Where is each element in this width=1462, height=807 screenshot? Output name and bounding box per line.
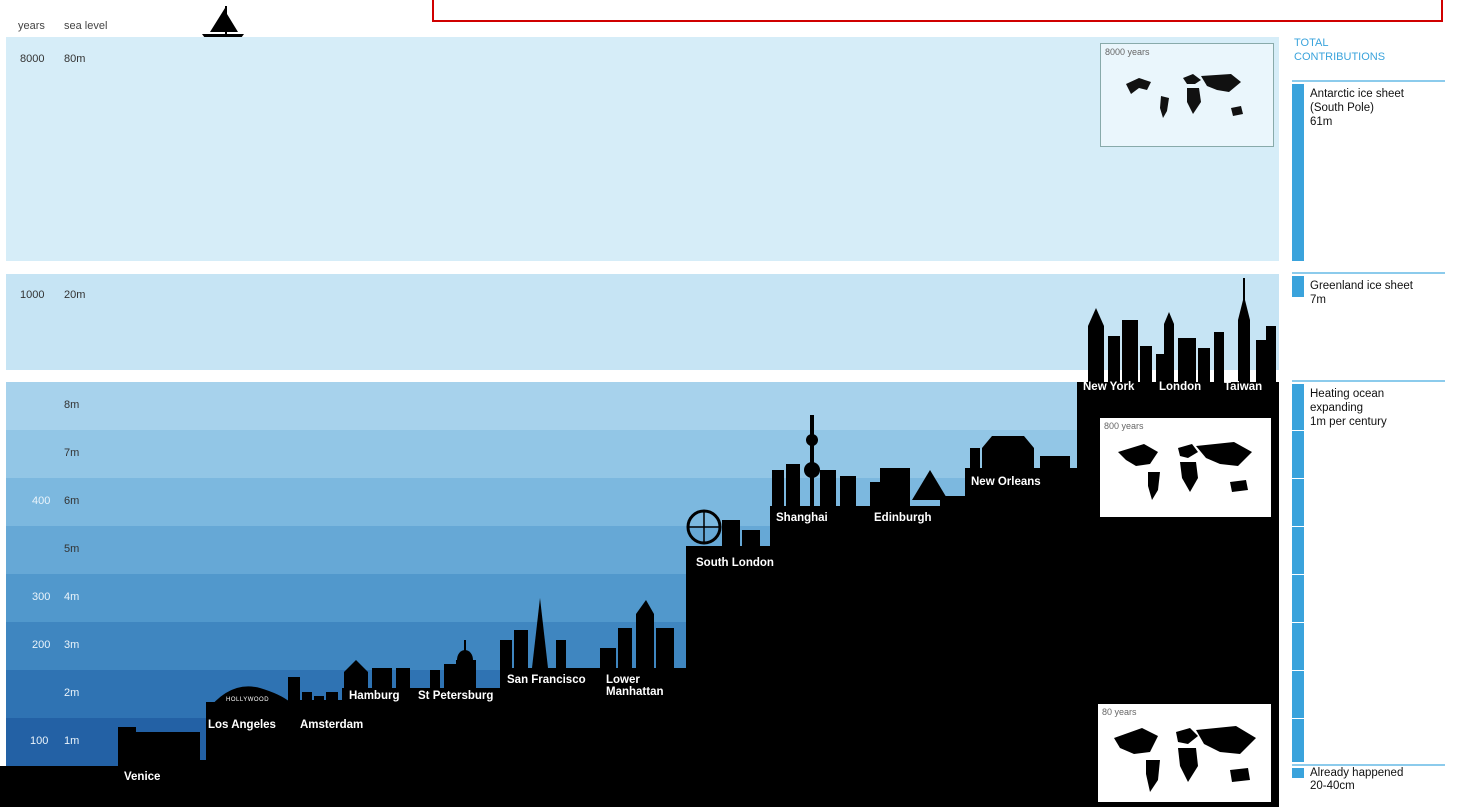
tick [1292, 622, 1306, 623]
divider [1292, 272, 1445, 274]
city-label-edinburgh: Edinburgh [874, 512, 932, 524]
sea-level-label: 8m [64, 399, 80, 411]
tick [1292, 718, 1306, 719]
title-banner [432, 0, 1443, 22]
city-label-london: London [1159, 381, 1202, 393]
city-label-amsterdam: Amsterdam [300, 719, 364, 731]
sea-level-label: 1m [64, 735, 80, 747]
sea-level-label: 80m [64, 53, 86, 65]
ocean-line2: expanding [1310, 402, 1364, 414]
sea-level-label: 5m [64, 543, 80, 555]
world-map-8000-years: 8000 years [1100, 43, 1274, 147]
antarctic-line3: 61m [1310, 116, 1333, 128]
years-label: 400 [32, 495, 51, 507]
antarctic-line2: (South Pole) [1310, 102, 1374, 114]
band-1000-years [6, 274, 1279, 370]
ocean-line3: 1m per century [1310, 416, 1387, 428]
tick [1292, 430, 1306, 431]
tick [1292, 526, 1306, 527]
ocean-line1: Heating ocean [1310, 388, 1385, 400]
city-label-taiwan: Taiwan [1224, 381, 1263, 393]
world-map-icon [1114, 726, 1256, 792]
band-8m [6, 382, 1279, 430]
greenland-contribution-bar [1292, 276, 1304, 297]
divider [1292, 764, 1445, 766]
years-label: 1000 [20, 289, 45, 301]
sea-level-label: 4m [64, 591, 80, 603]
greenland-line2: 7m [1310, 294, 1326, 306]
map-label-8000-years: 8000 years [1105, 47, 1150, 57]
contributions-heading-line1: TOTAL [1294, 37, 1329, 49]
years-label: 8000 [20, 53, 45, 65]
contributions-heading-line2: CONTRIBUTIONS [1294, 51, 1386, 63]
antarctic-contribution-bar [1292, 84, 1304, 261]
tick [1292, 670, 1306, 671]
city-label-new-orleans: New Orleans [971, 476, 1041, 488]
sea-level-column-label: sea level [64, 20, 108, 32]
years-label: 100 [30, 735, 49, 747]
antarctic-line1: Antarctic ice sheet [1310, 88, 1404, 100]
world-map-icon [1118, 442, 1252, 500]
sea-level-label: 3m [64, 639, 80, 651]
world-map-800-years: 800 years [1100, 418, 1271, 517]
ocean-contribution-bar [1292, 384, 1304, 762]
city-label-south-london: South London [696, 557, 774, 569]
band-8000-years [6, 37, 1279, 261]
already-line2: 20-40cm [1310, 780, 1355, 792]
divider [1292, 80, 1445, 82]
hollywood-sign: HOLLYWOOD [226, 697, 270, 703]
map-label-800-years: 800 years [1104, 421, 1144, 431]
sea-level-label: 7m [64, 447, 80, 459]
tick [1292, 478, 1306, 479]
city-label-los-angeles: Los Angeles [208, 719, 276, 731]
world-map-80-years: 80 years [1098, 704, 1271, 802]
years-label: 200 [32, 639, 51, 651]
world-map-icon [1126, 74, 1243, 118]
city-skyline-silhouette [0, 270, 1280, 807]
sea-level-label: 2m [64, 687, 80, 699]
already-line1: Already happened [1310, 767, 1404, 779]
city-label-lower-manhattan: Lower Manhattan [606, 674, 664, 698]
already-happened-bar [1292, 768, 1304, 778]
tick [1292, 574, 1306, 575]
city-label-shanghai: Shanghai [776, 512, 828, 524]
city-label-venice: Venice [124, 771, 161, 783]
sea-level-label: 20m [64, 289, 86, 301]
map-label-80-years: 80 years [1102, 707, 1137, 717]
city-label-st-petersburg: St Petersburg [418, 690, 494, 702]
years-label: 300 [32, 591, 51, 603]
city-label-new-york: New York [1083, 381, 1135, 393]
greenland-line1: Greenland ice sheet [1310, 280, 1413, 292]
city-label-san-francisco: San Francisco [507, 674, 586, 686]
city-label-hamburg: Hamburg [349, 690, 400, 702]
years-column-label: years [18, 20, 45, 32]
divider [1292, 380, 1445, 382]
sea-level-label: 6m [64, 495, 80, 507]
